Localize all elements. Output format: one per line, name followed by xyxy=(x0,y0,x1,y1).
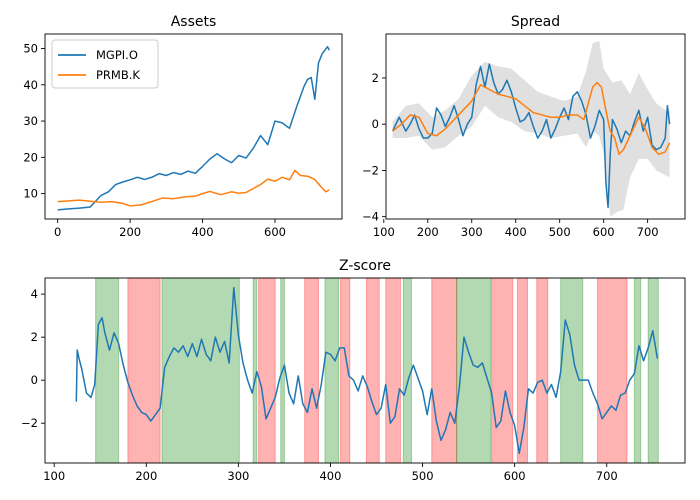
zscore-ytick-label-0: 0 xyxy=(31,373,38,387)
assets-title: Assets xyxy=(171,14,217,30)
legend-label-mgpi: MGPI.O xyxy=(96,48,138,62)
zscore-red-region-3 xyxy=(304,277,319,464)
assets-legend: MGPI.O PRMB.K xyxy=(51,39,159,89)
spread-xtick-label-100: 100 xyxy=(373,225,395,239)
spread-xtick-label-200: 200 xyxy=(417,225,439,239)
spread-ytick-label--4: −4 xyxy=(362,210,379,224)
spread-panel: Spread 100 200 300 400 500 600 700 −4 −2 0 2 xyxy=(362,14,686,239)
assets-xtick-label-0: 0 xyxy=(54,225,61,239)
legend-label-prmb: PRMB.K xyxy=(96,68,140,82)
zscore-plot-frame xyxy=(44,277,686,464)
spread-series-line-1 xyxy=(391,63,671,209)
zscore-xtick-label-200: 200 xyxy=(135,469,157,483)
zscore-red-region-1 xyxy=(127,277,161,464)
assets-ytick-label-10: 10 xyxy=(23,187,38,201)
spread-series-line-2 xyxy=(392,81,671,155)
zscore-red-region-5 xyxy=(365,277,380,464)
zscore-green-region-7 xyxy=(456,277,492,464)
zscore-red-region-7 xyxy=(431,277,458,464)
spread-xtick-label-700: 700 xyxy=(637,225,659,239)
zscore-xtick-label-400: 400 xyxy=(319,469,341,483)
zscore-red-region-11 xyxy=(597,277,628,464)
assets-legend-box xyxy=(51,39,159,89)
zscore-axis-ticks: 100 200 300 400 500 600 700 −2 0 2 4 xyxy=(21,287,618,483)
spread-xtick-label-500: 500 xyxy=(549,225,571,239)
zscore-green-region-3 xyxy=(252,277,258,464)
spread-xtick-label-600: 600 xyxy=(593,225,615,239)
assets-series-line-2 xyxy=(57,169,330,207)
zscore-ytick-label--2: −2 xyxy=(21,416,38,430)
spread-confidence-band xyxy=(392,40,670,217)
zscore-regions-layer xyxy=(95,277,659,464)
spread-ytick-label--2: −2 xyxy=(362,163,379,177)
assets-ytick-label-50: 50 xyxy=(23,42,38,56)
zscore-red-region-6 xyxy=(385,277,401,464)
spread-axis-ticks: 100 200 300 400 500 600 700 −4 −2 0 2 xyxy=(362,71,659,239)
assets-axis-ticks: 0 200 400 600 10 20 30 40 50 xyxy=(23,42,286,239)
zscore-series-line-1 xyxy=(75,286,659,455)
zscore-green-region-1 xyxy=(95,277,120,464)
spread-xtick-label-300: 300 xyxy=(461,225,483,239)
zscore-green-region-5 xyxy=(324,277,340,464)
assets-panel: Assets 0 200 400 600 10 20 30 40 50 MGPI.O PRMB.… xyxy=(23,14,343,239)
assets-series-line-1 xyxy=(57,45,330,211)
zscore-panel: Z-score 100 200 300 400 500 600 700 −2 0 2 4 xyxy=(21,258,686,483)
zscore-ytick-label-4: 4 xyxy=(31,287,38,301)
zscore-green-region-8 xyxy=(560,277,584,464)
assets-series-layer xyxy=(57,45,330,211)
spread-xtick-label-400: 400 xyxy=(505,225,527,239)
assets-ytick-label-30: 30 xyxy=(23,114,38,128)
assets-xtick-label-200: 200 xyxy=(119,225,141,239)
zscore-red-region-2 xyxy=(258,277,276,464)
zscore-red-region-8 xyxy=(491,277,514,464)
spread-ytick-label-0: 0 xyxy=(372,117,379,131)
zscore-ytick-label-2: 2 xyxy=(31,330,38,344)
zscore-xtick-label-500: 500 xyxy=(412,469,434,483)
zscore-green-region-2 xyxy=(161,277,240,464)
zscore-xtick-label-100: 100 xyxy=(43,469,65,483)
zscore-xtick-label-600: 600 xyxy=(504,469,526,483)
zscore-red-region-10 xyxy=(536,277,549,464)
spread-ytick-label-2: 2 xyxy=(372,71,379,85)
zscore-xtick-label-700: 700 xyxy=(596,469,618,483)
zscore-series-layer xyxy=(75,286,659,455)
spread-title: Spread xyxy=(511,14,560,30)
zscore-xtick-label-300: 300 xyxy=(227,469,249,483)
assets-xtick-label-400: 400 xyxy=(192,225,214,239)
zscore-title: Z-score xyxy=(339,258,391,274)
assets-ytick-label-40: 40 xyxy=(23,78,38,92)
assets-ytick-label-20: 20 xyxy=(23,150,38,164)
spread-series-layer xyxy=(391,63,671,209)
assets-plot-frame xyxy=(44,33,343,220)
zscore-green-region-10 xyxy=(647,277,659,464)
zscore-green-region-6 xyxy=(402,277,413,464)
assets-xtick-label-600: 600 xyxy=(264,225,286,239)
spread-plot-frame xyxy=(385,33,686,220)
spread-band-layer xyxy=(392,40,670,217)
